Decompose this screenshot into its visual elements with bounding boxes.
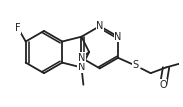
- Text: F: F: [15, 23, 21, 33]
- Text: S: S: [132, 60, 138, 71]
- Text: N: N: [114, 32, 122, 42]
- Text: N: N: [78, 53, 85, 63]
- Text: N: N: [96, 21, 103, 31]
- Text: N: N: [78, 62, 85, 72]
- Text: O: O: [159, 80, 167, 90]
